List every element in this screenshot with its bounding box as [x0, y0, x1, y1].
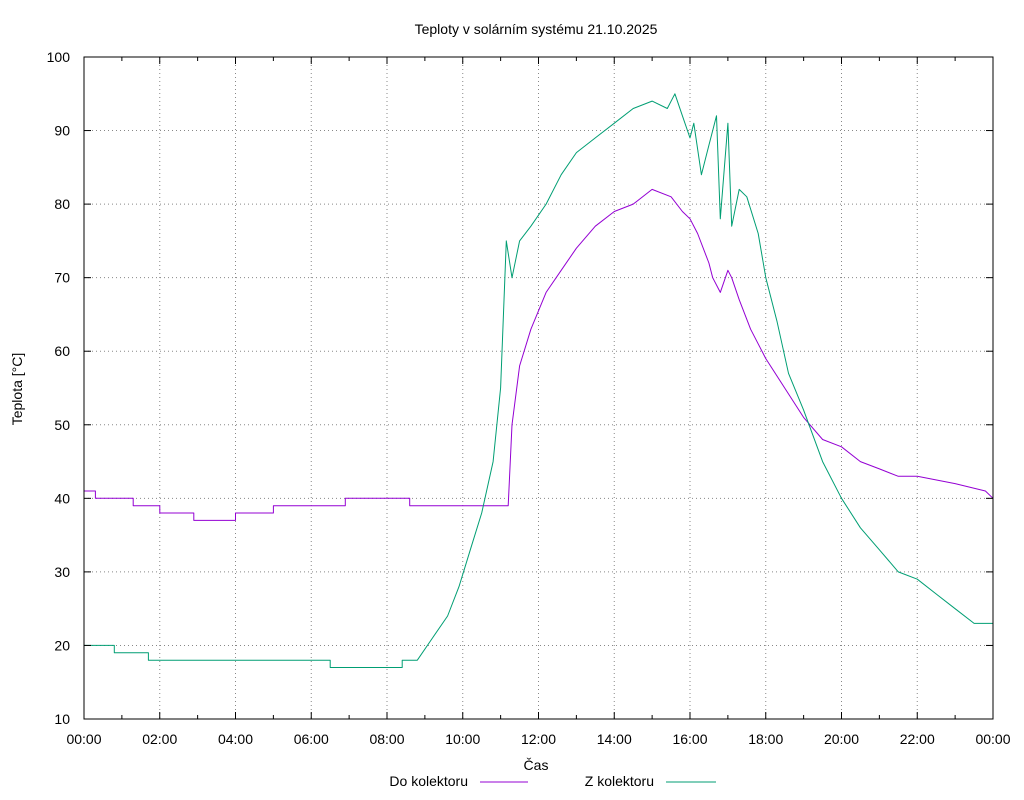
y-tick-label: 20	[54, 637, 70, 653]
grid-lines	[84, 57, 993, 719]
y-tick-label: 30	[54, 564, 70, 580]
x-tick-label: 08:00	[369, 731, 404, 747]
axis-ticks	[83, 56, 994, 720]
x-tick-label: 00:00	[66, 731, 101, 747]
legend-label-z-kolektoru: Z kolektoru	[585, 773, 654, 789]
x-tick-label: 14:00	[597, 731, 632, 747]
x-tick-label: 12:00	[521, 731, 556, 747]
x-axis-label: Čas	[524, 757, 549, 773]
data-series	[84, 93, 994, 668]
x-tick-labels: 00:00 02:00 04:00 06:00 08:00 10:00 12:00 14:00…	[66, 731, 1010, 747]
plot-frame	[83, 56, 994, 720]
x-tick-label: 10:00	[445, 731, 480, 747]
y-tick-label: 100	[47, 49, 71, 65]
x-tick-label: 20:00	[824, 731, 859, 747]
x-tick-label: 00:00	[975, 731, 1010, 747]
chart-title: Teploty v solárním systému 21.10.2025	[415, 21, 658, 37]
x-tick-label: 04:00	[218, 731, 253, 747]
x-tick-label: 16:00	[672, 731, 707, 747]
y-tick-label: 70	[54, 270, 70, 286]
y-tick-label: 50	[54, 417, 70, 433]
x-tick-label: 06:00	[294, 731, 329, 747]
y-axis-label: Teplota [°C]	[9, 353, 25, 426]
legend: Do kolektoru Z kolektoru	[389, 773, 716, 789]
y-tick-label: 60	[54, 343, 70, 359]
x-tick-label: 18:00	[748, 731, 783, 747]
legend-label-do-kolektoru: Do kolektoru	[389, 773, 468, 789]
y-tick-label: 90	[54, 123, 70, 139]
y-tick-label: 40	[54, 490, 70, 506]
series-line-do-kolektoru	[84, 188, 994, 521]
x-tick-label: 22:00	[900, 731, 935, 747]
y-tick-label: 80	[54, 196, 70, 212]
y-tick-label: 10	[54, 711, 70, 727]
series-line-z-kolektoru	[84, 93, 993, 668]
y-tick-labels: 10 20 30 40 50 60 70 80 90 100	[47, 49, 71, 727]
x-tick-label: 02:00	[142, 731, 177, 747]
